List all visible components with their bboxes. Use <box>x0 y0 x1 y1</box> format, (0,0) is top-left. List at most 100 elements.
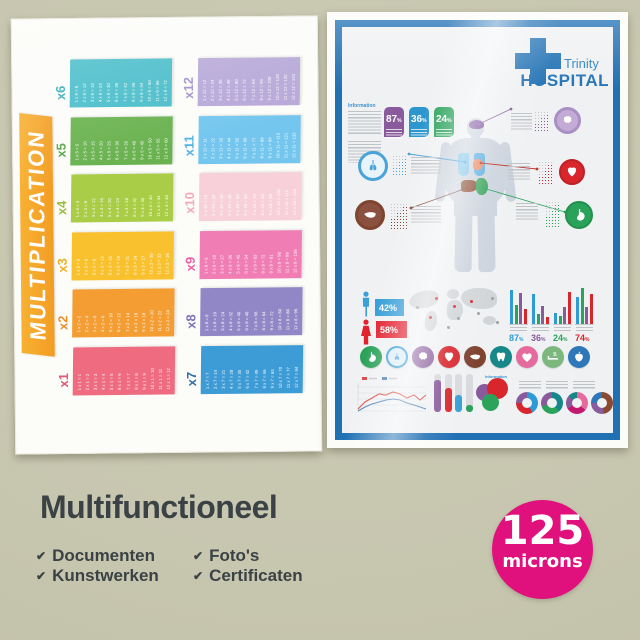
mult-equation: 10 x 3 = 30 <box>147 252 154 275</box>
feature-label: Documenten <box>52 546 156 565</box>
stat-badge: 24% <box>434 107 454 139</box>
mult-equation: 3 x 10 = 30 <box>218 194 224 216</box>
mult-equation: 8 x 10 = 80 <box>259 194 265 216</box>
mult-equation: 6 x 9 = 54 <box>243 254 249 274</box>
mult-equation: 2 x 9 = 18 <box>211 254 217 274</box>
mult-equation: 3 x 11 = 33 <box>217 137 224 159</box>
mult-table-label: x11 <box>180 134 197 156</box>
lungs-mini-chart <box>392 155 408 177</box>
mult-equation: 6 x 3 = 18 <box>115 255 121 275</box>
map-marker <box>470 300 473 303</box>
mult-equation: 12 x 1 = 12 <box>165 367 171 390</box>
mult-equation: 12 x 12 = 144 <box>290 73 296 101</box>
apple-icon <box>568 346 590 368</box>
bubble-red <box>487 378 508 399</box>
mult-equation: 2 x 8 = 16 <box>211 311 217 332</box>
mult-equation: 12 x 2 = 24 <box>164 310 170 332</box>
bar <box>532 294 535 324</box>
bar <box>580 287 584 324</box>
medical-cross-icon <box>515 38 561 84</box>
hospital-name-line2: HOSPITAL <box>520 71 609 90</box>
mult-equation: 4 x 2 = 8 <box>99 315 106 333</box>
bar-group-caption <box>554 327 571 332</box>
mult-equation: 5 x 4 = 20 <box>106 198 112 218</box>
bar-group-bars <box>509 286 528 325</box>
mult-equation: 10 x 4 = 40 <box>147 195 153 217</box>
mult-equation: 9 x 7 = 63 <box>268 368 275 388</box>
mult-table-label: x3 <box>54 257 70 273</box>
mult-equation: 7 x 4 = 28 <box>122 197 129 217</box>
mult-equation: 10 x 2 = 20 <box>148 310 154 332</box>
mult-equation: 9 x 1 = 9 <box>140 372 147 390</box>
mult-equation: 6 x 11 = 66 <box>242 137 248 159</box>
mult-equation: 1 x 7 = 7 <box>204 371 210 389</box>
sleep-icon <box>542 346 564 368</box>
mult-equation: 5 x 1 = 5 <box>108 372 114 390</box>
mult-equation: 10 x 11 = 110 <box>274 132 280 158</box>
stat-badge-percent: % <box>447 118 452 124</box>
mult-equation: 2 x 11 = 22 <box>209 137 216 159</box>
bar <box>554 313 557 324</box>
mult-table-label: x10 <box>181 191 197 214</box>
mult-equation: 7 x 10 = 70 <box>250 194 257 216</box>
donut-caption <box>573 381 595 390</box>
check-icon: ✔ <box>193 549 204 563</box>
poster-frame <box>335 20 620 440</box>
bar-group-label: 74% <box>575 333 590 343</box>
mult-equation: 3 x 9 = 27 <box>219 254 225 274</box>
bar-group: 24% <box>553 286 572 345</box>
bar <box>541 305 544 324</box>
feature-item: ✔ Kunstwerken <box>36 566 159 586</box>
body-brain <box>469 120 484 129</box>
map-marker <box>453 305 456 308</box>
mult-equation: 7 x 7 = 49 <box>252 369 258 389</box>
bar <box>585 306 588 324</box>
mult-equation: 2 x 3 = 6 <box>83 258 89 275</box>
mult-equation: 7 x 1 = 7 <box>124 372 130 390</box>
mult-equation: 12 x 4 = 48 <box>163 195 169 217</box>
heart-mini-chart <box>538 161 553 185</box>
mult-equation: 8 x 4 = 32 <box>131 197 137 217</box>
mult-equation: 2 x 6 = 12 <box>81 83 87 103</box>
mult-equation: 9 x 10 = 90 <box>267 193 273 216</box>
map-marker <box>416 306 419 309</box>
mult-equation: 1 x 12 = 12 <box>201 79 207 102</box>
gauge-track <box>434 374 441 412</box>
mult-equation: 1 x 11 = 11 <box>201 137 208 159</box>
bar-group-label: 24% <box>553 333 568 343</box>
mult-equation: 5 x 7 = 35 <box>236 369 242 389</box>
bar <box>567 291 571 324</box>
map-marker <box>429 316 432 319</box>
mult-equation: 2 x 4 = 8 <box>82 200 88 218</box>
bar-group-caption <box>510 327 527 332</box>
world-map <box>407 286 504 340</box>
mult-equation: 8 x 2 = 16 <box>132 312 138 332</box>
mult-equation: 10 x 8 = 80 <box>276 308 282 331</box>
stat-badge: 87% <box>384 107 404 139</box>
stat-badge-caption <box>386 129 402 139</box>
mult-equation: 7 x 3 = 21 <box>123 255 129 275</box>
bar-group-bars <box>575 286 594 325</box>
bar-group: 87% <box>509 286 528 345</box>
mult-equation: 11 x 1 = 11 <box>157 368 163 390</box>
mult-equation: 12 x 9 = 108 <box>292 248 298 273</box>
hospital-name-line1: Trinity <box>564 56 599 71</box>
mult-equation: 5 x 6 = 30 <box>105 83 111 103</box>
mult-equation: 3 x 3 = 9 <box>91 258 97 275</box>
mult-equation: 8 x 8 = 64 <box>260 311 266 331</box>
stat-badge-caption <box>411 129 427 139</box>
mult-equation: 2 x 10 = 20 <box>210 194 216 217</box>
body-lung-left <box>458 153 469 176</box>
organ-icon-row <box>360 346 590 368</box>
mult-equation: 7 x 11 = 77 <box>250 136 256 159</box>
mult-equation: 9 x 8 = 72 <box>268 311 274 331</box>
mult-equation: 4 x 4 = 16 <box>98 198 104 218</box>
gauge-track <box>444 374 452 412</box>
bubble-chart-label: Information <box>485 374 507 379</box>
male-icon <box>360 291 372 317</box>
mult-equation: 12 x 5 = 60 <box>162 137 169 160</box>
stat-badge-percent: % <box>397 118 402 124</box>
mult-equation: 10 x 9 = 90 <box>275 251 282 273</box>
